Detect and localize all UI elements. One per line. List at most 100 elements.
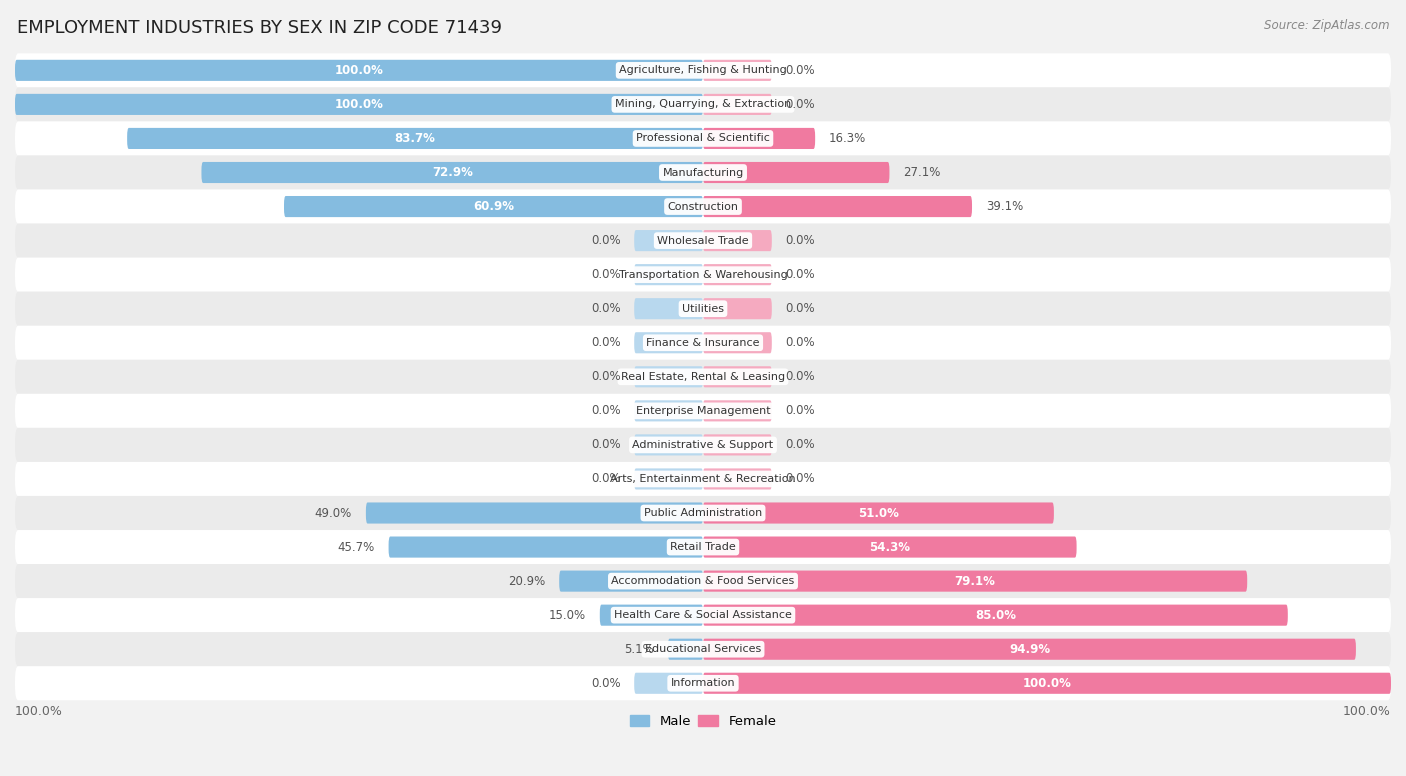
FancyBboxPatch shape (15, 223, 1391, 258)
FancyBboxPatch shape (634, 435, 703, 456)
Text: 0.0%: 0.0% (786, 336, 815, 349)
Text: 0.0%: 0.0% (786, 98, 815, 111)
FancyBboxPatch shape (703, 469, 772, 490)
FancyBboxPatch shape (703, 230, 772, 251)
Text: Finance & Insurance: Finance & Insurance (647, 338, 759, 348)
Text: 0.0%: 0.0% (786, 64, 815, 77)
Text: 49.0%: 49.0% (315, 507, 352, 519)
Text: 51.0%: 51.0% (858, 507, 898, 519)
Text: 0.0%: 0.0% (786, 268, 815, 281)
Text: 0.0%: 0.0% (591, 268, 620, 281)
FancyBboxPatch shape (634, 469, 703, 490)
FancyBboxPatch shape (15, 360, 1391, 394)
FancyBboxPatch shape (15, 54, 1391, 88)
Text: 0.0%: 0.0% (591, 234, 620, 247)
FancyBboxPatch shape (703, 128, 815, 149)
Text: Arts, Entertainment & Recreation: Arts, Entertainment & Recreation (610, 474, 796, 484)
Text: 0.0%: 0.0% (591, 370, 620, 383)
Text: Accommodation & Food Services: Accommodation & Food Services (612, 576, 794, 586)
Text: 39.1%: 39.1% (986, 200, 1024, 213)
Text: 100.0%: 100.0% (1343, 705, 1391, 719)
FancyBboxPatch shape (703, 264, 772, 286)
FancyBboxPatch shape (634, 332, 703, 353)
FancyBboxPatch shape (634, 400, 703, 421)
Text: 27.1%: 27.1% (903, 166, 941, 179)
FancyBboxPatch shape (15, 632, 1391, 667)
Text: Source: ZipAtlas.com: Source: ZipAtlas.com (1264, 19, 1389, 33)
Text: 100.0%: 100.0% (1022, 677, 1071, 690)
Text: 0.0%: 0.0% (786, 473, 815, 486)
FancyBboxPatch shape (600, 605, 703, 625)
FancyBboxPatch shape (703, 162, 890, 183)
FancyBboxPatch shape (703, 196, 972, 217)
FancyBboxPatch shape (703, 332, 772, 353)
FancyBboxPatch shape (703, 639, 1355, 660)
Text: 0.0%: 0.0% (786, 404, 815, 417)
Text: Professional & Scientific: Professional & Scientific (636, 133, 770, 144)
FancyBboxPatch shape (284, 196, 703, 217)
FancyBboxPatch shape (366, 502, 703, 524)
FancyBboxPatch shape (15, 258, 1391, 292)
FancyBboxPatch shape (703, 94, 772, 115)
Text: 83.7%: 83.7% (395, 132, 436, 145)
Text: 0.0%: 0.0% (786, 438, 815, 452)
Text: 0.0%: 0.0% (591, 336, 620, 349)
FancyBboxPatch shape (703, 570, 1247, 591)
Text: Real Estate, Rental & Leasing: Real Estate, Rental & Leasing (621, 372, 785, 382)
Text: 0.0%: 0.0% (591, 677, 620, 690)
FancyBboxPatch shape (703, 366, 772, 387)
Text: 0.0%: 0.0% (786, 234, 815, 247)
Text: 60.9%: 60.9% (472, 200, 515, 213)
Text: 0.0%: 0.0% (591, 404, 620, 417)
FancyBboxPatch shape (15, 292, 1391, 326)
Text: Agriculture, Fishing & Hunting: Agriculture, Fishing & Hunting (619, 65, 787, 75)
FancyBboxPatch shape (703, 435, 772, 456)
Text: 79.1%: 79.1% (955, 574, 995, 587)
Text: Administrative & Support: Administrative & Support (633, 440, 773, 450)
Text: EMPLOYMENT INDUSTRIES BY SEX IN ZIP CODE 71439: EMPLOYMENT INDUSTRIES BY SEX IN ZIP CODE… (17, 19, 502, 37)
Text: 94.9%: 94.9% (1010, 643, 1050, 656)
Text: Transportation & Warehousing: Transportation & Warehousing (619, 269, 787, 279)
FancyBboxPatch shape (703, 536, 1077, 558)
FancyBboxPatch shape (560, 570, 703, 591)
FancyBboxPatch shape (703, 400, 772, 421)
Text: 0.0%: 0.0% (591, 473, 620, 486)
FancyBboxPatch shape (201, 162, 703, 183)
FancyBboxPatch shape (634, 298, 703, 319)
Text: Public Administration: Public Administration (644, 508, 762, 518)
FancyBboxPatch shape (15, 496, 1391, 530)
FancyBboxPatch shape (15, 60, 703, 81)
FancyBboxPatch shape (15, 121, 1391, 155)
Text: 0.0%: 0.0% (591, 302, 620, 315)
FancyBboxPatch shape (15, 326, 1391, 360)
FancyBboxPatch shape (15, 598, 1391, 632)
FancyBboxPatch shape (15, 394, 1391, 428)
Text: Enterprise Management: Enterprise Management (636, 406, 770, 416)
Text: Mining, Quarrying, & Extraction: Mining, Quarrying, & Extraction (614, 99, 792, 109)
FancyBboxPatch shape (703, 298, 772, 319)
Text: 54.3%: 54.3% (869, 541, 910, 553)
FancyBboxPatch shape (703, 60, 772, 81)
Text: Information: Information (671, 678, 735, 688)
Text: 0.0%: 0.0% (786, 370, 815, 383)
Text: 5.1%: 5.1% (624, 643, 654, 656)
FancyBboxPatch shape (15, 428, 1391, 462)
Text: 45.7%: 45.7% (337, 541, 375, 553)
Text: Utilities: Utilities (682, 303, 724, 314)
FancyBboxPatch shape (634, 230, 703, 251)
Text: 15.0%: 15.0% (548, 608, 586, 622)
FancyBboxPatch shape (388, 536, 703, 558)
Text: 72.9%: 72.9% (432, 166, 472, 179)
Text: 100.0%: 100.0% (15, 705, 63, 719)
FancyBboxPatch shape (15, 189, 1391, 223)
Text: Wholesale Trade: Wholesale Trade (657, 236, 749, 245)
FancyBboxPatch shape (634, 673, 703, 694)
FancyBboxPatch shape (668, 639, 703, 660)
FancyBboxPatch shape (703, 502, 1054, 524)
Text: Educational Services: Educational Services (645, 644, 761, 654)
Text: 20.9%: 20.9% (508, 574, 546, 587)
FancyBboxPatch shape (127, 128, 703, 149)
Text: Manufacturing: Manufacturing (662, 168, 744, 178)
FancyBboxPatch shape (15, 88, 1391, 121)
Text: 0.0%: 0.0% (591, 438, 620, 452)
